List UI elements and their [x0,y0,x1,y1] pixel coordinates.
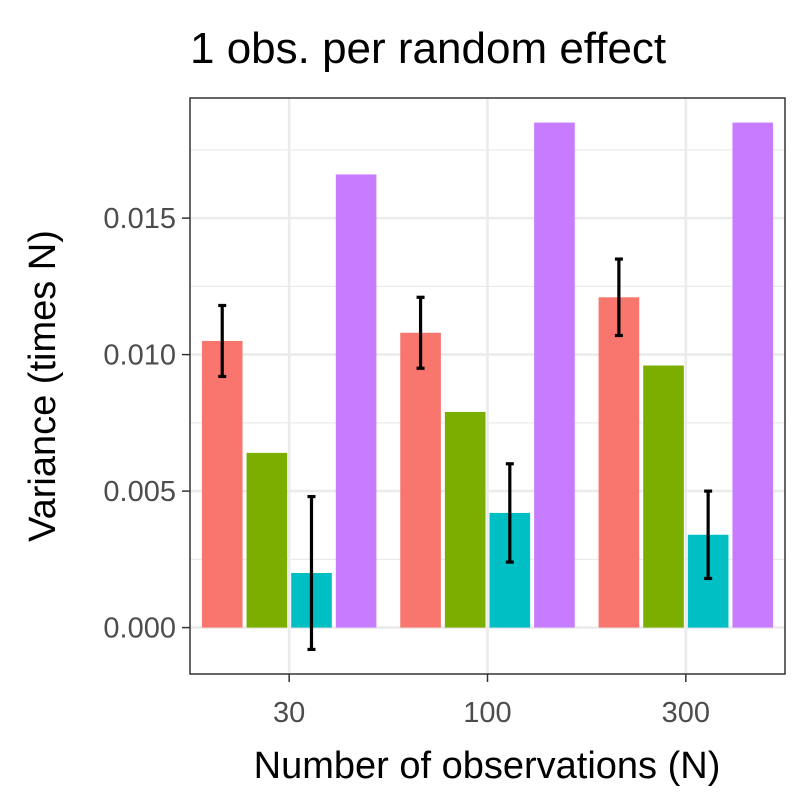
bar [201,340,243,628]
error-bar [505,462,514,564]
bar [335,174,377,628]
error-bar [704,489,713,581]
error-bar [307,494,316,652]
x-tick-label: 100 [463,697,511,729]
y-tick-label: 0.005 [103,476,176,508]
x-axis: 30 100 300 [273,674,710,729]
grid-lines [190,98,785,674]
error-bar [614,257,623,338]
bar [400,332,441,628]
bars [201,122,774,628]
error-bars [218,257,713,652]
y-tick-label: 0.015 [103,203,176,235]
bar [643,365,684,628]
bar [246,452,288,628]
x-axis-title: Number of observations (N) [254,745,721,787]
y-axis: 0.000 0.005 0.010 0.015 [103,203,190,645]
chart-title: 1 obs. per random effect [190,24,666,73]
bar [732,122,774,628]
y-tick-label: 0.000 [103,613,176,645]
bar [444,411,486,628]
x-tick-label: 300 [662,697,710,729]
y-axis-title: Variance (times N) [22,230,64,542]
x-tick-label: 30 [273,697,305,729]
bar [598,297,640,628]
y-tick-label: 0.010 [103,340,176,372]
bar [534,122,575,628]
error-bar [218,303,227,379]
error-bar [416,295,425,370]
